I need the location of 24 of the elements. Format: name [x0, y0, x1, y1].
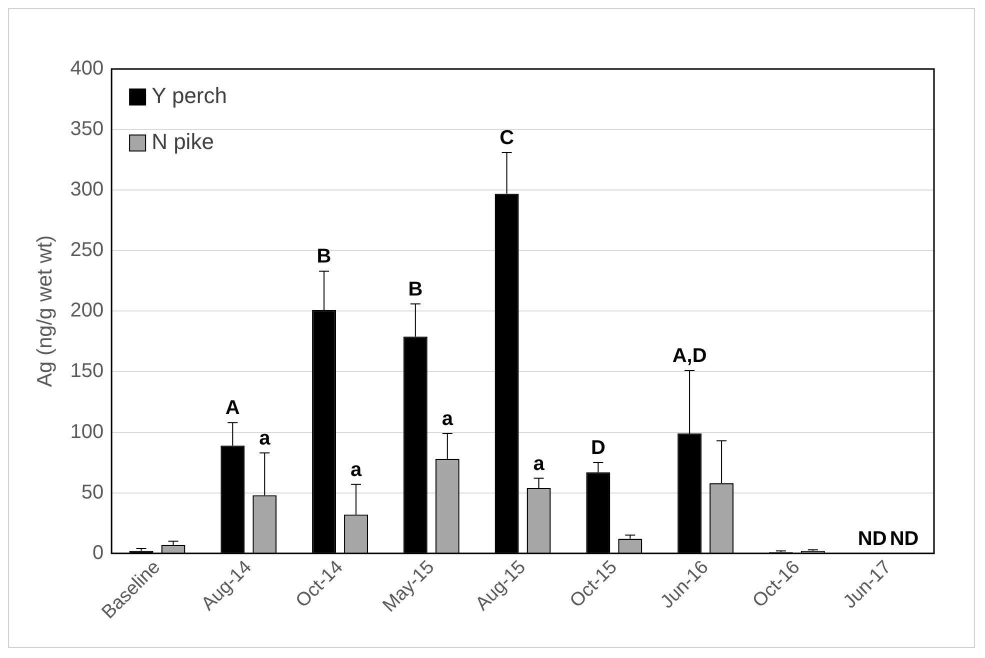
annotation: a — [259, 427, 272, 450]
y-tick-label: 50 — [81, 481, 104, 504]
annotation: a — [350, 458, 362, 481]
annotation: ND — [858, 528, 887, 550]
annotation: C — [500, 127, 514, 150]
annotation: a — [442, 408, 454, 430]
y-axis-title: Ag (ng/g wet wt) — [33, 235, 56, 388]
y-tick-label: 250 — [70, 239, 104, 262]
y-tick-label: 300 — [70, 178, 104, 201]
legend-label: N pike — [152, 129, 214, 154]
y-tick-label: 400 — [70, 58, 104, 80]
y-tick-label: 0 — [92, 542, 104, 564]
annotation: B — [316, 246, 332, 268]
annotation: ND — [890, 528, 919, 550]
y-tick-label: 350 — [70, 118, 104, 140]
annotation: A,D — [672, 345, 707, 368]
y-tick-label: 200 — [70, 300, 104, 322]
annotation: D — [590, 437, 606, 460]
annotation: A — [225, 397, 240, 420]
y-tick-label: 100 — [70, 420, 104, 443]
annotation: B — [408, 278, 423, 300]
legend-label: Y perch — [152, 83, 227, 108]
annotation: a — [533, 452, 546, 475]
y-tick-label: 150 — [70, 360, 104, 382]
